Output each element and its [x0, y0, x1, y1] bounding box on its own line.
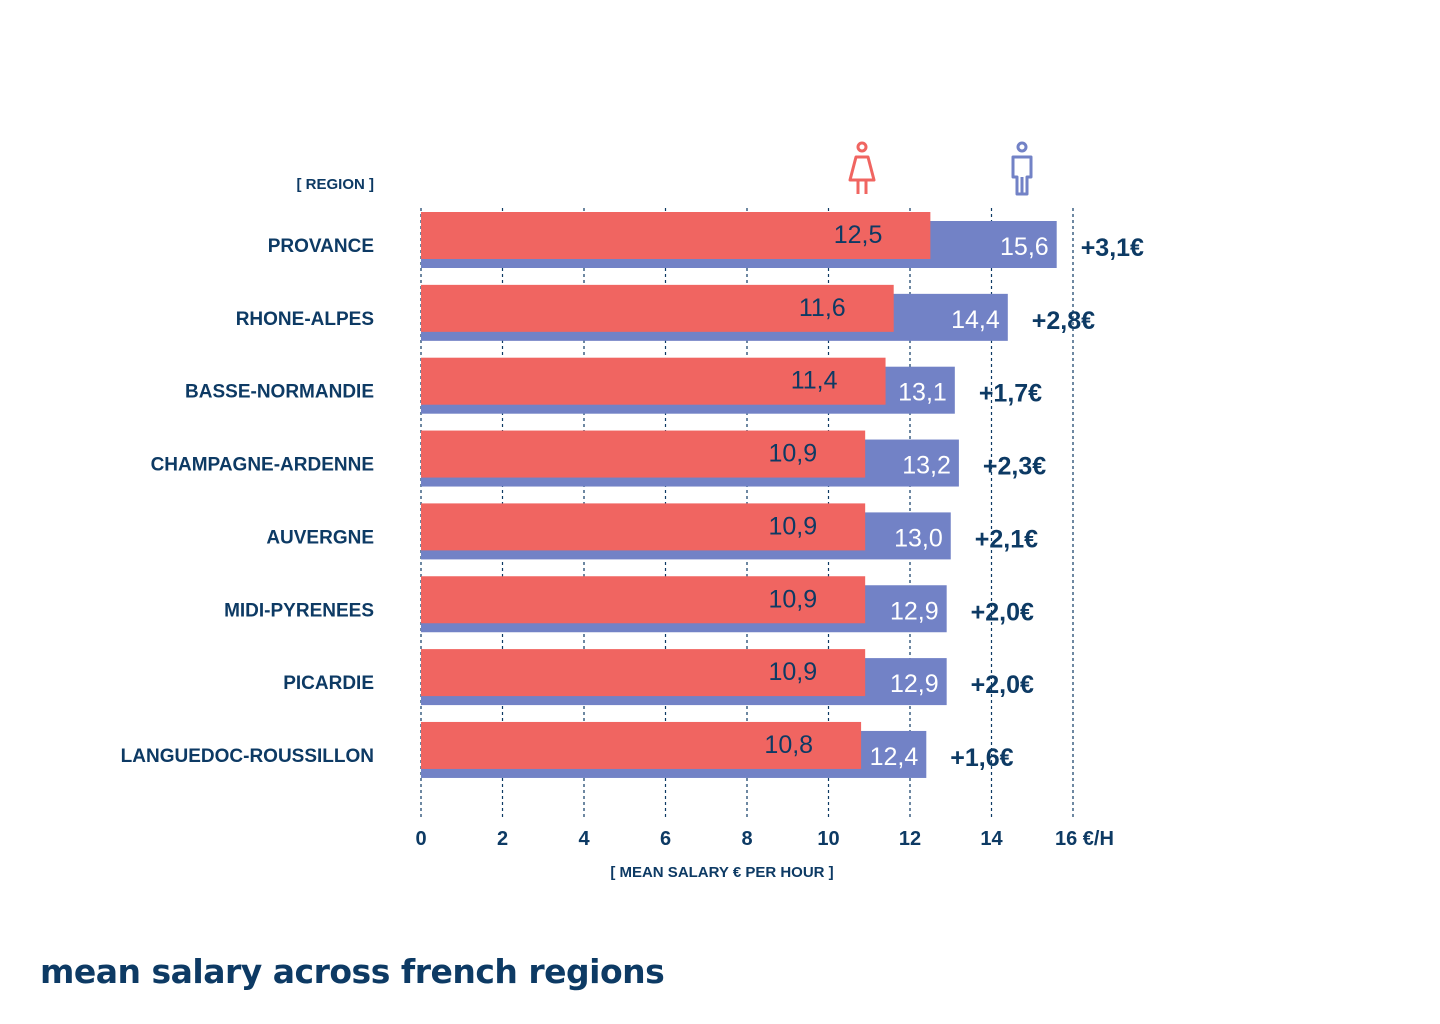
- men-value-label: 13,0: [894, 524, 943, 552]
- men-value-label: 14,4: [951, 306, 1000, 334]
- category-label: MIDI-PYRENEES: [224, 600, 374, 621]
- bar-women: [421, 649, 866, 697]
- x-tick-label: 2: [497, 828, 508, 850]
- men-value-label: 12,4: [870, 743, 919, 771]
- bar-women: [421, 503, 866, 551]
- women-value-label: 10,9: [769, 658, 818, 686]
- x-tick-label: 6: [660, 828, 671, 850]
- bar-women: [421, 576, 866, 624]
- category-label: AUVERGNE: [266, 527, 374, 548]
- men-value-label: 12,9: [890, 597, 939, 625]
- men-value-label: 12,9: [890, 670, 939, 698]
- y-axis-label: [ REGION ]: [297, 176, 375, 193]
- category-label: LANGUEDOC-ROUSSILLON: [121, 746, 374, 767]
- difference-label: +2,0€: [971, 598, 1034, 626]
- x-tick-label: 8: [741, 828, 752, 850]
- men-value-label: 13,1: [898, 379, 947, 407]
- bar-women: [421, 721, 862, 769]
- category-label: PICARDIE: [283, 673, 374, 694]
- x-tick-label: 10: [817, 828, 839, 850]
- bar-women: [421, 212, 931, 259]
- category-label: CHAMPAGNE-ARDENNE: [151, 455, 374, 476]
- category-label: PROVANCE: [268, 236, 374, 257]
- women-value-label: 10,8: [764, 731, 813, 759]
- difference-label: +2,3€: [983, 453, 1046, 481]
- women-value-label: 12,5: [834, 221, 883, 249]
- difference-label: +3,1€: [1081, 234, 1144, 262]
- bar-women: [421, 284, 894, 332]
- men-value-label: 15,6: [1000, 233, 1049, 261]
- women-value-label: 10,9: [769, 440, 818, 468]
- x-tick-label: 0: [415, 828, 426, 850]
- page-title: mean salary across french regions: [40, 952, 665, 991]
- x-tick-label: 14: [980, 828, 1003, 850]
- bar-women: [421, 357, 886, 405]
- difference-label: +1,7€: [979, 380, 1042, 408]
- x-tick-label: 4: [578, 828, 590, 850]
- woman-icon: [848, 141, 876, 194]
- women-value-label: 11,4: [791, 367, 838, 395]
- x-tick-label: 12: [899, 828, 921, 850]
- men-value-label: 13,2: [902, 452, 951, 480]
- women-value-label: 10,9: [769, 585, 818, 613]
- difference-label: +1,6€: [950, 744, 1013, 772]
- category-label: RHONE-ALPES: [236, 309, 374, 330]
- difference-label: +2,8€: [1032, 307, 1095, 335]
- difference-label: +2,0€: [971, 671, 1034, 699]
- category-label: BASSE-NORMANDIE: [185, 382, 374, 403]
- x-axis-label: [ MEAN SALARY € PER HOUR ]: [610, 864, 833, 881]
- x-tick-label: 16 €/H: [1055, 828, 1114, 850]
- women-value-label: 11,6: [799, 294, 846, 322]
- women-value-label: 10,9: [769, 512, 818, 540]
- difference-label: +2,1€: [975, 525, 1038, 553]
- man-icon: [1011, 141, 1033, 196]
- bar-women: [421, 430, 866, 478]
